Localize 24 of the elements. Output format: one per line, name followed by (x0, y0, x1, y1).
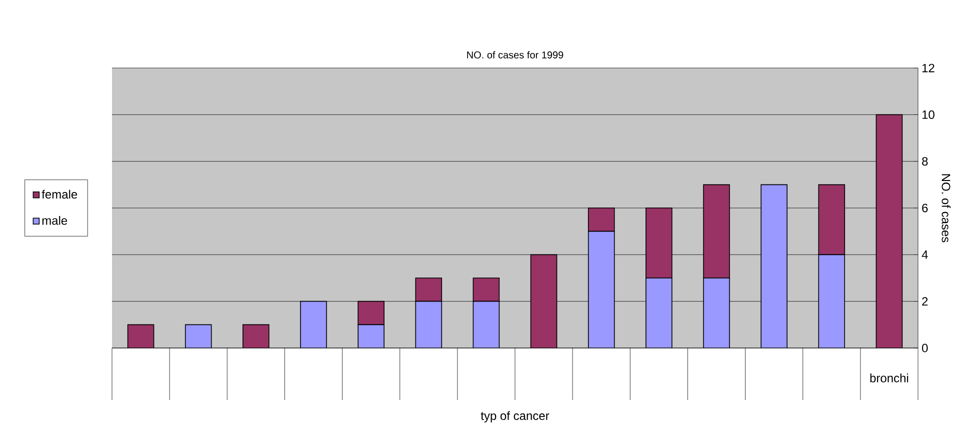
bar (818, 184, 846, 256)
bar (415, 278, 442, 302)
y-tick-label: 12 (922, 64, 934, 72)
y-axis-title: NO. of cases (942, 174, 951, 242)
legend-label: male (42, 216, 68, 225)
bar (588, 208, 615, 232)
y-tick-label: 0 (922, 344, 928, 352)
y-tick-label: 2 (922, 297, 928, 306)
x-axis-title: typ of cancer (480, 411, 550, 422)
bar (703, 184, 730, 278)
y-tick-label: 6 (922, 204, 928, 212)
y-tick-label: 4 (922, 250, 928, 259)
bar (358, 300, 384, 326)
legend-label: female (42, 190, 78, 199)
bar (242, 324, 270, 348)
bar (646, 208, 672, 278)
bar (530, 254, 558, 348)
chart-title: NO. of cases for 1999 (467, 51, 564, 58)
y-tick-label: 8 (922, 157, 928, 166)
y-tick-label: 10 (922, 110, 934, 119)
bar (876, 114, 903, 348)
bar (127, 324, 154, 348)
bar (472, 278, 500, 302)
x-tick-label: bronchi (870, 374, 908, 382)
